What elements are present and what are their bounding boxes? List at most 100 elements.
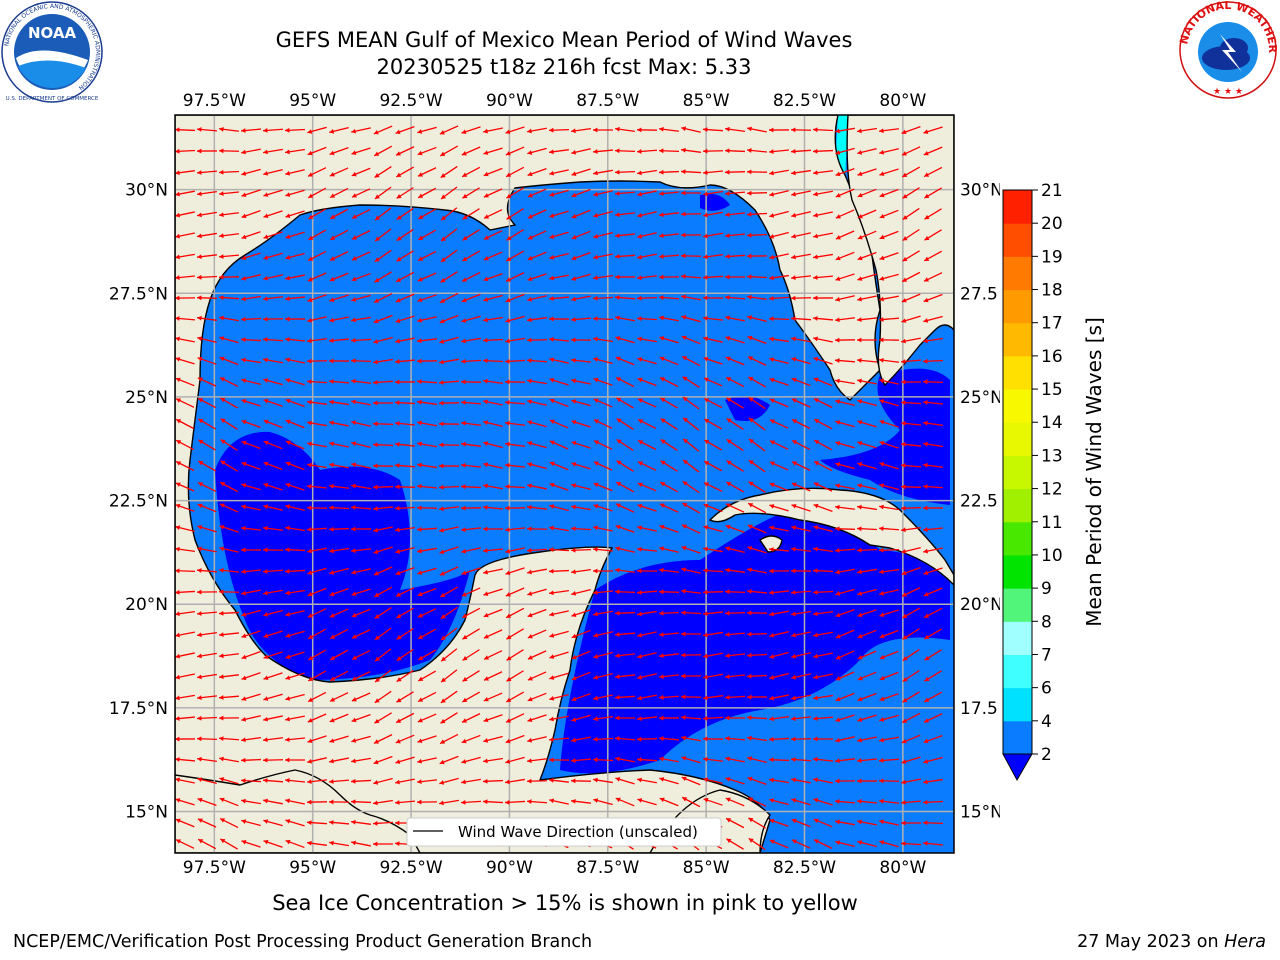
wave-arrow-head — [197, 589, 202, 595]
wave-arrow-head — [726, 397, 732, 403]
wave-arrow-head — [439, 339, 445, 344]
wave-arrow-head — [439, 780, 445, 785]
wave-arrow-head — [219, 610, 224, 616]
wave-arrow-head — [241, 128, 246, 133]
wave-arrow-head — [637, 632, 643, 638]
wave-arrow-head — [461, 592, 467, 597]
wave-arrow-head — [813, 568, 818, 574]
wave-arrow-head — [681, 776, 687, 782]
wave-arrow-head — [285, 525, 290, 531]
wave-arrow-head — [791, 525, 797, 531]
wave-arrow-head — [241, 798, 246, 804]
wave-arrow-head — [879, 675, 885, 681]
wave-arrow-head — [769, 568, 774, 574]
wave-arrow-head — [769, 547, 774, 552]
wave-arrow-head — [593, 632, 599, 638]
wave-arrow-head — [483, 276, 489, 282]
wave-arrow-head — [219, 756, 224, 762]
wave-arrow-head — [241, 526, 246, 531]
wave-arrow-head — [176, 461, 182, 466]
wave-arrow-head — [748, 376, 754, 382]
wave-arrow-head — [747, 294, 752, 300]
wave-arrow-head — [748, 397, 754, 402]
wave-arrow-head — [857, 317, 862, 322]
wave-arrow-head — [307, 591, 313, 597]
wave-arrow-head — [681, 610, 686, 616]
wave-arrow-head — [549, 192, 555, 197]
wave-arrow-head — [769, 149, 774, 154]
wave-arrow-head — [747, 776, 753, 782]
wave-arrow-head — [615, 736, 620, 741]
wave-arrow-head — [923, 738, 929, 744]
wave-arrow-head — [219, 254, 224, 259]
wave-arrow-head — [593, 149, 598, 154]
wave-arrow-head — [835, 569, 840, 575]
wave-arrow-head — [924, 256, 930, 261]
wave-arrow-head — [527, 591, 533, 596]
wave-arrow-head — [506, 634, 512, 640]
wave-arrow-head — [615, 715, 620, 721]
wave-arrow-head — [747, 274, 752, 280]
wave-arrow-head — [197, 170, 202, 175]
wave-arrow-head — [175, 525, 181, 530]
wave-arrow-head — [615, 315, 620, 321]
wave-arrow-head — [769, 798, 775, 803]
wave-arrow-head — [902, 236, 908, 241]
wave-arrow-head — [659, 295, 664, 300]
wave-arrow-head — [417, 297, 423, 303]
wave-arrow-head — [417, 399, 422, 405]
wave-arrow-head — [703, 503, 709, 509]
footer-date: 27 May 2023 on — [1077, 932, 1225, 952]
wave-arrow-head — [725, 715, 730, 721]
wave-arrow-head — [374, 277, 380, 283]
colorbar-tick-label: 11 — [1041, 513, 1063, 533]
map-legend: Wind Wave Direction (unscaled) — [406, 817, 722, 847]
wave-arrow-head — [879, 696, 885, 702]
wave-arrow-head — [527, 378, 532, 384]
wave-arrow-head — [329, 420, 334, 426]
wave-arrow-head — [835, 358, 840, 363]
wave-arrow-head — [879, 717, 885, 722]
wave-arrow-head — [835, 591, 841, 596]
wave-arrow-head — [923, 527, 928, 532]
wave-arrow-head — [748, 838, 754, 843]
lat-tick-label-right: 17.5 — [960, 699, 998, 719]
wave-arrow-head — [681, 735, 686, 741]
wave-arrow-head — [373, 379, 378, 385]
wave-arrow-head — [791, 546, 796, 552]
wave-arrow-head — [352, 655, 358, 660]
wave-arrow-head — [549, 398, 555, 404]
wave-arrow-head — [549, 716, 554, 722]
wave-arrow-head — [241, 675, 247, 681]
wave-arrow-head — [483, 297, 489, 302]
wave-arrow-head — [527, 150, 533, 155]
wave-arrow-head — [814, 419, 820, 424]
wave-arrow-head — [395, 151, 401, 156]
wave-arrow-head — [395, 841, 400, 847]
wave-arrow-head — [923, 297, 929, 303]
wave-arrow-head — [571, 255, 577, 261]
wave-arrow-head — [615, 274, 620, 280]
wave-arrow-head — [219, 169, 224, 175]
wave-arrow-head — [571, 149, 577, 155]
wave-arrow-head — [373, 527, 378, 533]
wave-arrow-head — [396, 215, 402, 220]
wave-arrow-head — [527, 192, 533, 198]
wave-arrow-head — [769, 736, 774, 742]
wave-arrow-head — [417, 548, 422, 554]
wave-arrow-head — [241, 757, 246, 763]
wave-arrow-head — [791, 798, 797, 803]
wave-arrow-head — [373, 841, 378, 847]
wave-arrow-head — [395, 570, 401, 576]
wave-arrow-head — [637, 611, 642, 617]
wave-arrow-head — [549, 525, 554, 531]
wave-arrow-head — [175, 568, 180, 574]
wave-arrow-head — [681, 673, 686, 679]
wave-arrow-head — [396, 172, 402, 177]
wave-arrow-head — [417, 150, 423, 156]
wave-arrow-head — [263, 255, 269, 260]
wave-arrow-head — [571, 590, 577, 596]
wave-arrow-head — [175, 798, 181, 803]
wave-arrow-head — [175, 212, 181, 218]
wave-arrow-head — [681, 694, 686, 700]
